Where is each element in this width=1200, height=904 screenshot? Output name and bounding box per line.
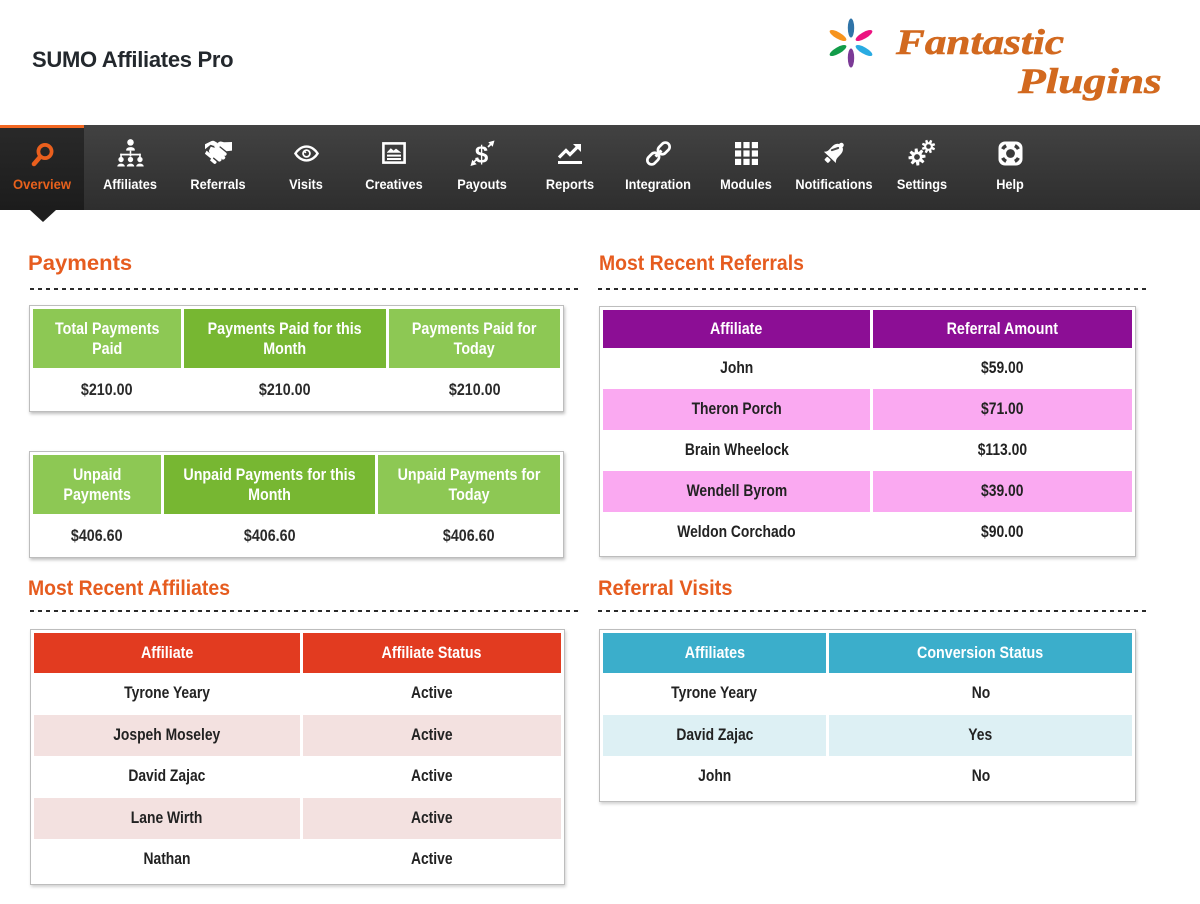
svg-text:$: $ <box>474 142 488 168</box>
